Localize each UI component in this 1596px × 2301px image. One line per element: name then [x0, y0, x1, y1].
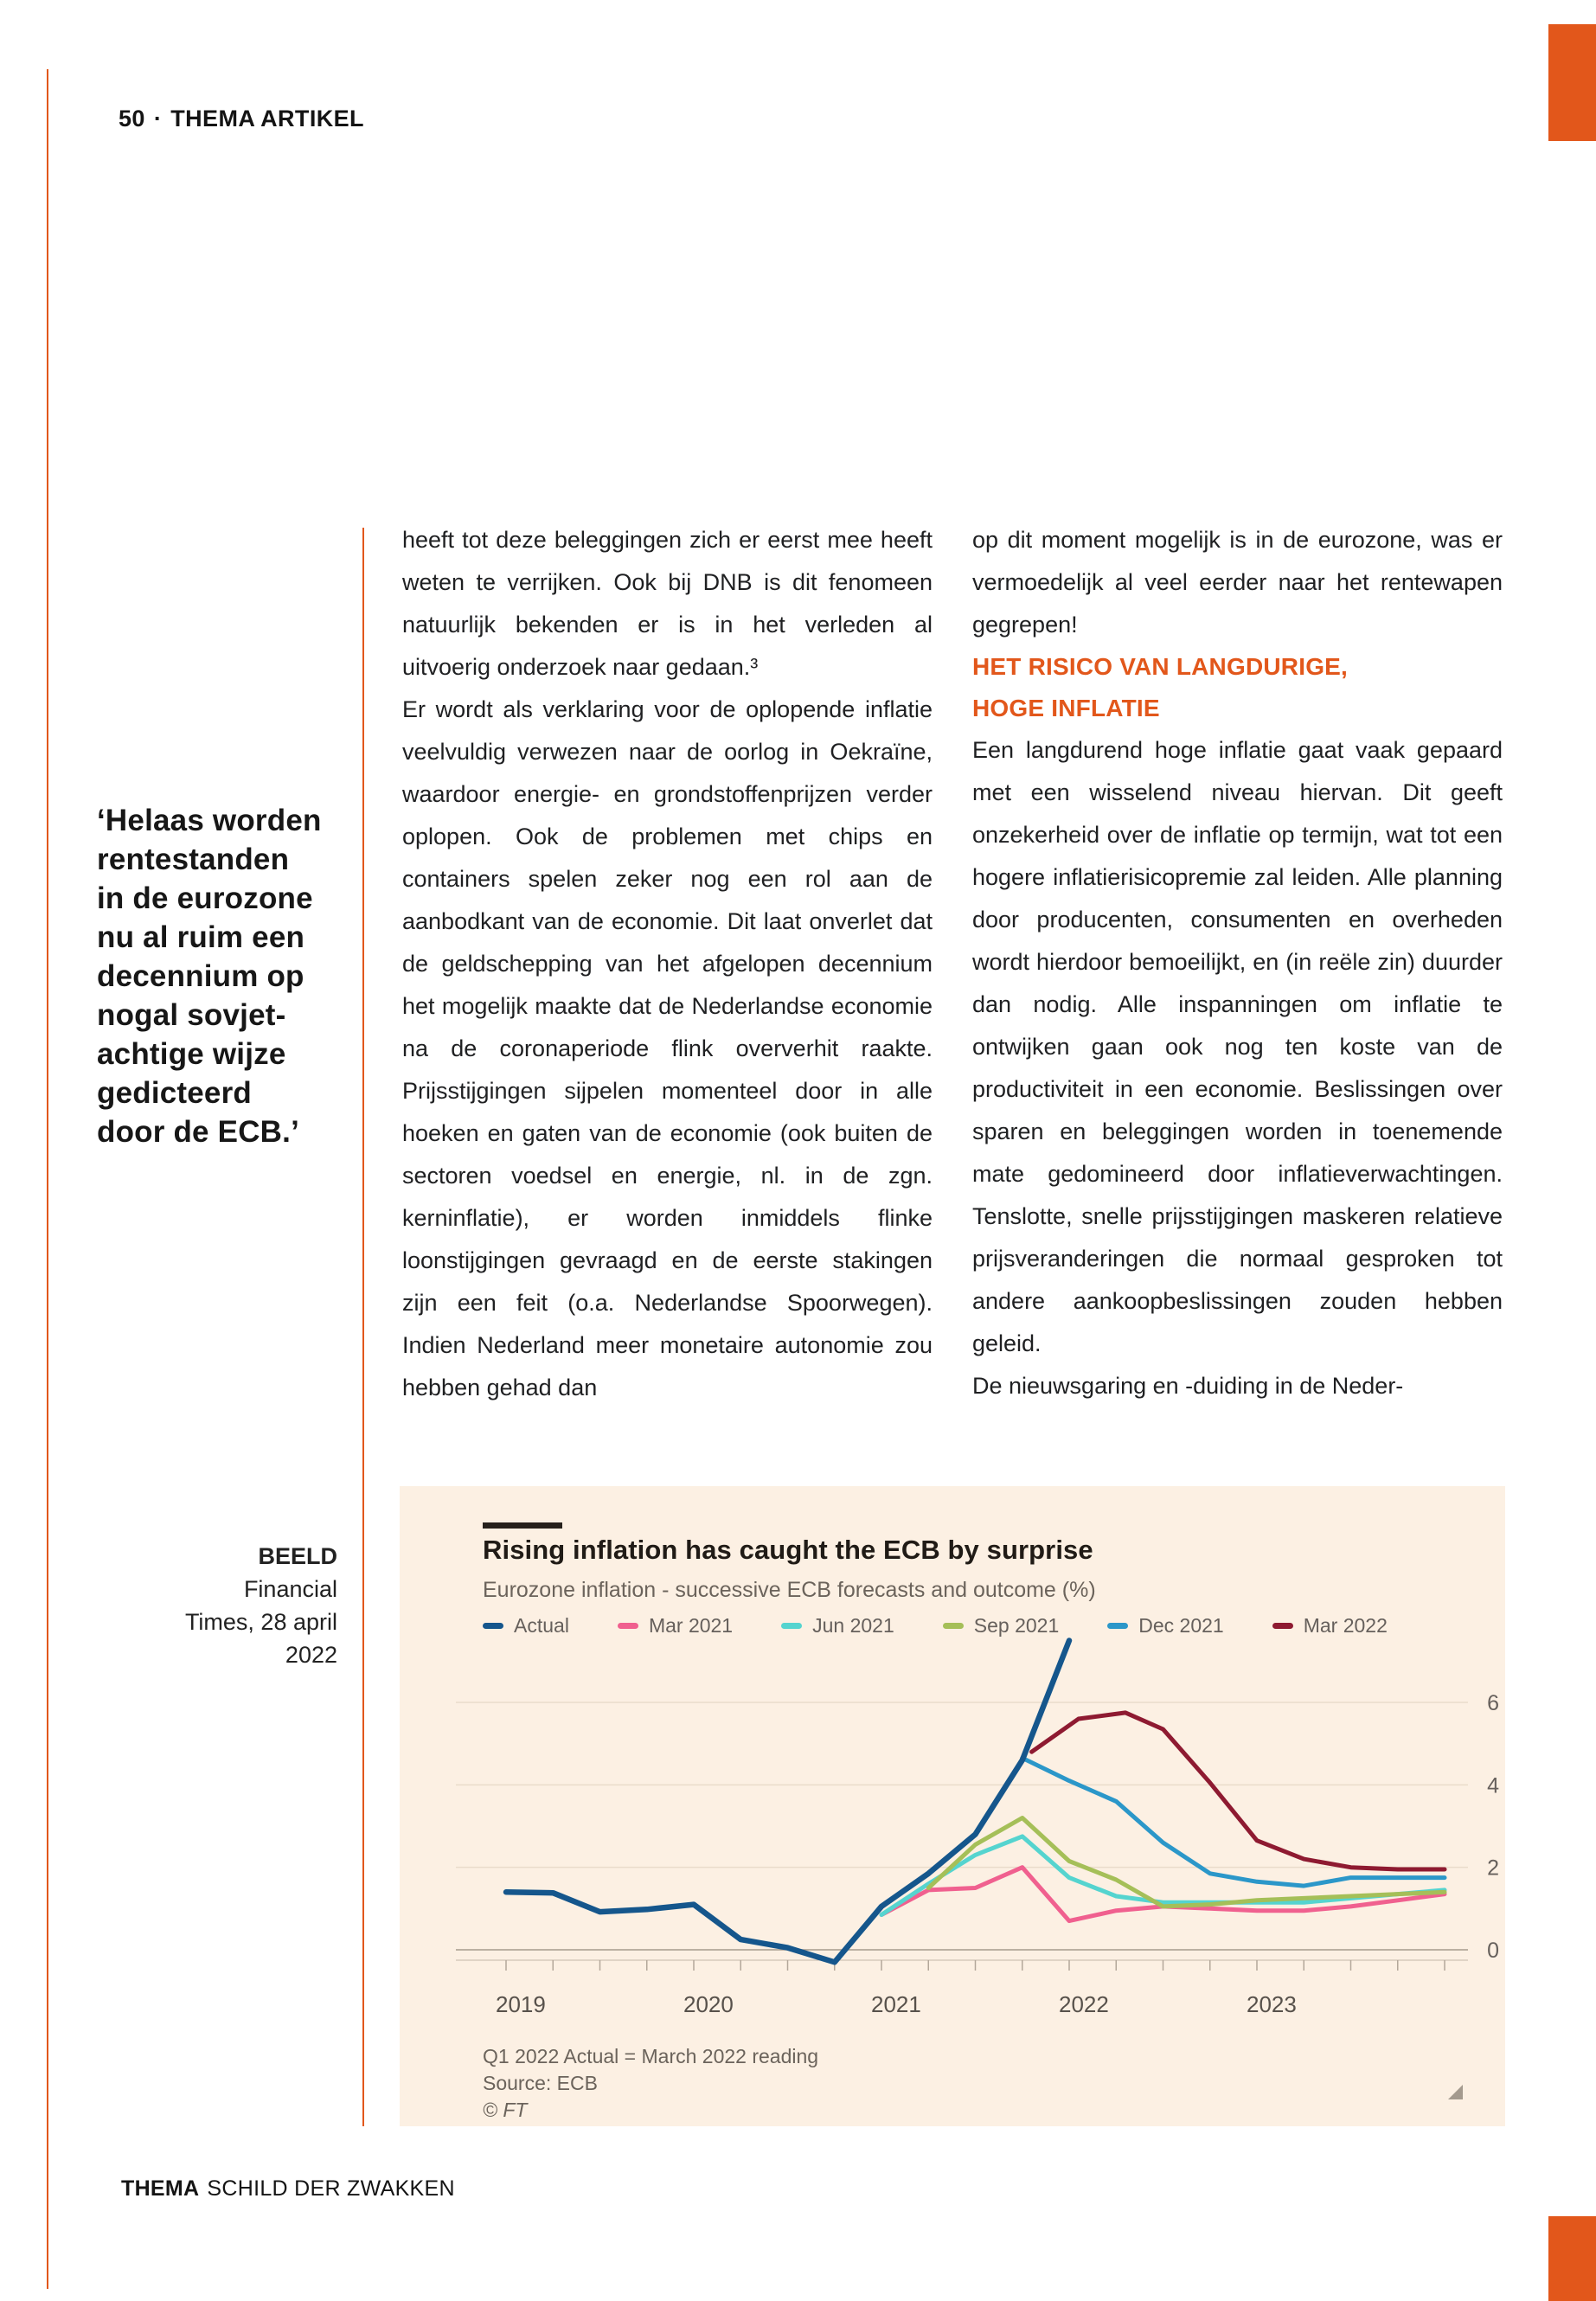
y-axis-label: 2 [1487, 1856, 1499, 1881]
legend-item: Actual [483, 1614, 569, 1638]
paragraph: op dit moment mogelijk is in de eurozone… [972, 527, 1503, 638]
resize-corner-icon [1448, 2085, 1463, 2099]
x-axis-label: 2021 [871, 1991, 921, 2017]
x-axis-label: 2022 [1059, 1991, 1109, 2017]
pull-quote: ‘Helaas worden rentestanden in de eurozo… [97, 804, 322, 1149]
column-divider-rule [362, 528, 364, 2126]
paragraph: Een langdurend hoge inflatie gaat vaak g… [972, 737, 1503, 1356]
legend-swatch-icon [781, 1623, 803, 1629]
legend-item: Sep 2021 [942, 1614, 1060, 1638]
page-number: 50 [119, 106, 145, 131]
page-header: 50 · THEMA ARTIKEL [119, 106, 364, 132]
chart-footnote: Q1 2022 Actual = March 2022 reading [483, 2045, 819, 2067]
section-subheading: HET RISICO VAN LANGDURIGE, HOGE INFLATIE [972, 653, 1349, 721]
caption-source: Financial Times, 28 april 2022 [184, 1576, 337, 1668]
bottom-right-accent-block [1548, 2216, 1596, 2301]
series-line-actual [503, 1638, 1073, 1965]
left-accent-rule [47, 69, 48, 2289]
y-axis-label: 0 [1487, 1939, 1499, 1963]
footer-theme-label: THEMA [121, 2176, 200, 2201]
footer-article-label: SCHILD DER ZWAKKEN [207, 2176, 455, 2201]
series-line-mar-2022 [1029, 1710, 1447, 1872]
legend-label: Dec 2021 [1138, 1614, 1224, 1637]
header-separator: · [153, 106, 163, 131]
chart-top-bar [483, 1522, 562, 1529]
legend-swatch-icon [617, 1623, 638, 1629]
series-line-dec-2021 [1020, 1755, 1447, 1888]
legend-swatch-icon [483, 1623, 503, 1629]
legend-label: Mar 2022 [1303, 1614, 1388, 1637]
chart-credit: © FT [483, 2099, 528, 2121]
legend-swatch-icon [1272, 1623, 1293, 1629]
top-right-accent-block [1548, 24, 1596, 141]
body-column-1: heeft tot deze beleggingen zich er eerst… [402, 519, 933, 1409]
legend-label: Actual [514, 1614, 569, 1637]
chart-subtitle: Eurozone inflation - successive ECB fore… [483, 1578, 1096, 1602]
ft-chart-panel: Rising inflation has caught the ECB by s… [400, 1486, 1505, 2126]
legend-swatch-icon [942, 1623, 964, 1629]
section-title: THEMA ARTIKEL [170, 106, 364, 131]
legend-label: Sep 2021 [973, 1614, 1060, 1637]
page-footer: THEMA SCHILD DER ZWAKKEN [121, 2176, 455, 2202]
x-axis-label: 2020 [683, 1991, 734, 2017]
legend-item: Jun 2021 [781, 1614, 894, 1638]
legend-item: Dec 2021 [1107, 1614, 1224, 1638]
paragraph: De nieuwsgaring en -duiding in de Neder- [972, 1373, 1404, 1399]
legend-label: Jun 2021 [812, 1614, 894, 1637]
chart-plot: 0 2 4 6 2019 2020 2021 2022 2023 [456, 1638, 1499, 2017]
paragraph: heeft tot deze beleggingen zich er eerst… [402, 527, 933, 680]
chart-legend: Actual Mar 2021 Jun 2021 Sep 2021 Dec 2021 Ma… [483, 1614, 1388, 1638]
legend-item: Mar 2021 [617, 1614, 734, 1638]
y-axis-label: 6 [1487, 1691, 1499, 1715]
x-axis-label: 2019 [496, 1991, 546, 2017]
image-caption: BEELD Financial Times, 28 april 2022 [130, 1507, 337, 1671]
paragraph: Er wordt als verklaring voor de oplopend… [402, 696, 933, 1400]
chart-source: Source: ECB [483, 2072, 598, 2094]
legend-label: Mar 2021 [648, 1614, 734, 1637]
y-axis-label: 4 [1487, 1773, 1499, 1798]
series-line-sep-2021 [926, 1816, 1447, 1909]
body-column-2: op dit moment mogelijk is in de eurozone… [972, 519, 1503, 1407]
caption-label: BEELD [258, 1543, 337, 1569]
legend-item: Mar 2022 [1272, 1614, 1388, 1638]
chart-title: Rising inflation has caught the ECB by s… [483, 1535, 1093, 1565]
x-axis-label: 2023 [1247, 1991, 1297, 2017]
legend-swatch-icon [1107, 1623, 1129, 1629]
